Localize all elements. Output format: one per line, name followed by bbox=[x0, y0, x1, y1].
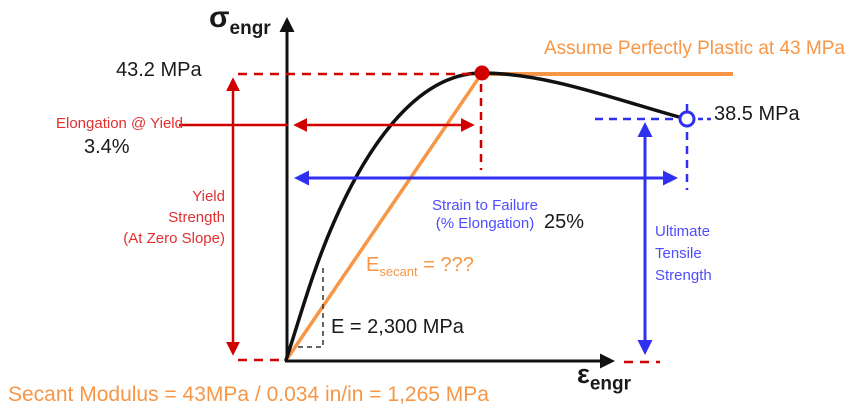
stress-strain-curve bbox=[284, 71, 681, 362]
e-secant-base: E bbox=[366, 254, 380, 276]
sigma-symbol: σ bbox=[209, 1, 230, 34]
elongation-value: 3.4% bbox=[84, 136, 130, 158]
epsilon-subscript: engr bbox=[589, 373, 632, 395]
sigma-subscript: engr bbox=[229, 18, 271, 39]
strain-to-failure-value: 25% bbox=[544, 211, 585, 233]
ultimate-tensile-strength-label: Ultimate Tensile Strength bbox=[655, 223, 712, 284]
yield-strength-label: Yield Strength (At Zero Slope) bbox=[123, 188, 225, 247]
epsilon-symbol: ε bbox=[577, 359, 590, 389]
yield-point-marker bbox=[474, 65, 490, 81]
perfectly-plastic-label: Assume Perfectly Plastic at 43 MPa bbox=[544, 38, 845, 59]
failure-stress-value: 38.5 MPa bbox=[714, 103, 800, 125]
failure-point-marker bbox=[678, 110, 696, 128]
secant-modulus-equation: Secant Modulus = 43MPa / 0.034 in/in = 1… bbox=[8, 383, 489, 406]
yield-stress-value: 43.2 MPa bbox=[116, 59, 202, 81]
strain-to-failure-label: Strain to Failure (% Elongation) bbox=[432, 197, 538, 232]
elongation-at-yield-label: Elongation @ Yield bbox=[56, 115, 183, 132]
e-secant-eq: = ??? bbox=[417, 254, 474, 276]
y-axis-label: σengr bbox=[209, 2, 271, 39]
youngs-modulus-label: E = 2,300 MPa bbox=[331, 316, 464, 338]
x-axis-label: εengr bbox=[577, 360, 631, 394]
e-secant-label: Esecant = ??? bbox=[366, 255, 474, 279]
e-secant-subscript: secant bbox=[379, 264, 418, 279]
